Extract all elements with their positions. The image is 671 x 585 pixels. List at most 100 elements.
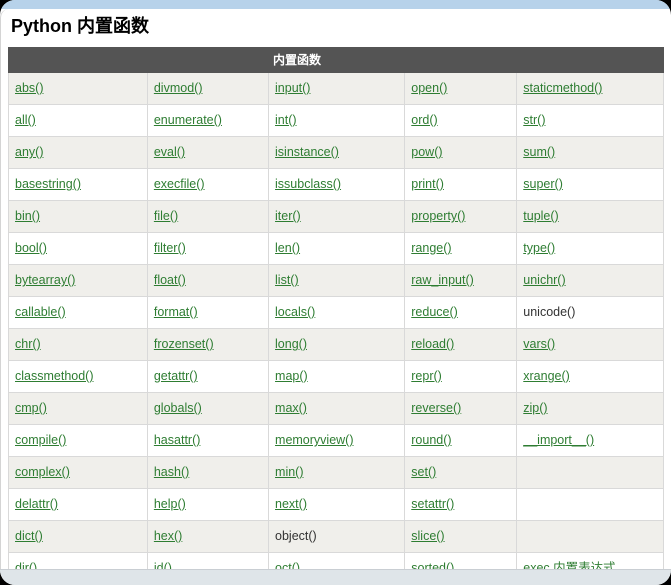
function-link[interactable]: raw_input() (411, 273, 474, 287)
function-link[interactable]: hex() (153, 529, 183, 543)
function-link[interactable]: frozenset() (153, 337, 214, 351)
table-cell: len() (268, 232, 406, 265)
table-cell: execfile() (146, 168, 270, 201)
function-link[interactable]: len() (275, 241, 301, 255)
function-link[interactable]: type() (523, 241, 556, 255)
function-link[interactable]: format() (153, 305, 198, 319)
table-row: any() eval() isinstance() pow() sum() (8, 136, 664, 169)
function-link[interactable]: unichr() (523, 273, 566, 287)
function-link[interactable]: oct() (275, 561, 301, 569)
function-link[interactable]: complex() (15, 465, 70, 479)
bottom-strip (0, 569, 671, 585)
table-cell: classmethod() (8, 360, 148, 393)
function-link[interactable]: bytearray() (15, 273, 76, 287)
function-link[interactable]: round() (411, 433, 452, 447)
table-cell: reload() (404, 328, 518, 361)
table-cell: divmod() (146, 72, 270, 105)
function-link[interactable]: abs() (15, 81, 44, 95)
table-cell: iter() (268, 200, 406, 233)
function-link[interactable]: open() (411, 81, 448, 95)
function-text: unicode() (523, 305, 576, 319)
function-link[interactable]: __import__() (523, 433, 595, 447)
function-link[interactable]: classmethod() (15, 369, 94, 383)
function-link[interactable]: exec 内置表达式 (523, 561, 616, 569)
function-link[interactable]: range() (411, 241, 452, 255)
table-row: bin() file() iter() property() tuple() (8, 200, 664, 233)
function-link[interactable]: delattr() (15, 497, 59, 511)
top-strip (0, 0, 671, 9)
function-link[interactable]: divmod() (153, 81, 203, 95)
function-link[interactable]: min() (275, 465, 304, 479)
function-link[interactable]: ord() (411, 113, 438, 127)
function-link[interactable]: cmp() (15, 401, 47, 415)
function-link[interactable]: zip() (523, 401, 548, 415)
function-link[interactable]: long() (275, 337, 307, 351)
function-link[interactable]: sum() (523, 145, 556, 159)
function-link[interactable]: staticmethod() (523, 81, 603, 95)
table-cell: tuple() (516, 200, 664, 233)
function-link[interactable]: chr() (15, 337, 41, 351)
function-link[interactable]: locals() (275, 305, 316, 319)
function-link[interactable]: getattr() (153, 369, 198, 383)
table-cell (516, 456, 664, 489)
table-cell: pow() (404, 136, 518, 169)
function-link[interactable]: eval() (153, 145, 186, 159)
table-cell: issubclass() (268, 168, 406, 201)
function-link[interactable]: max() (275, 401, 307, 415)
function-link[interactable]: tuple() (523, 209, 559, 223)
function-link[interactable]: super() (523, 177, 563, 191)
function-link[interactable]: callable() (15, 305, 66, 319)
table-body: abs() divmod() input() open() staticmethod()… (8, 72, 664, 569)
function-link[interactable]: file() (153, 209, 179, 223)
function-link[interactable]: float() (153, 273, 186, 287)
function-link[interactable]: print() (411, 177, 444, 191)
function-link[interactable]: any() (15, 145, 44, 159)
function-link[interactable]: map() (275, 369, 308, 383)
function-link[interactable]: slice() (411, 529, 445, 543)
function-link[interactable]: id() (153, 561, 172, 569)
function-link[interactable]: memoryview() (275, 433, 354, 447)
function-link[interactable]: help() (153, 497, 186, 511)
table-cell: min() (268, 456, 406, 489)
function-link[interactable]: int() (275, 113, 297, 127)
function-link[interactable]: basestring() (15, 177, 81, 191)
function-link[interactable]: bin() (15, 209, 41, 223)
function-link[interactable]: dict() (15, 529, 43, 543)
table-cell: callable() (8, 296, 148, 329)
function-link[interactable]: execfile() (153, 177, 205, 191)
function-link[interactable]: xrange() (523, 369, 570, 383)
table-cell: exec 内置表达式 (516, 552, 664, 569)
function-link[interactable]: hash() (153, 465, 190, 479)
function-link[interactable]: enumerate() (153, 113, 222, 127)
function-link[interactable]: setattr() (411, 497, 455, 511)
function-link[interactable]: list() (275, 273, 299, 287)
table-cell (516, 520, 664, 553)
function-link[interactable]: property() (411, 209, 466, 223)
function-link[interactable]: globals() (153, 401, 202, 415)
function-link[interactable]: vars() (523, 337, 556, 351)
function-link[interactable]: isinstance() (275, 145, 339, 159)
function-link[interactable]: reload() (411, 337, 455, 351)
function-link[interactable]: reverse() (411, 401, 462, 415)
table-row: classmethod() getattr() map() repr() xrange(… (8, 360, 664, 393)
function-link[interactable]: hasattr() (153, 433, 201, 447)
function-link[interactable]: all() (15, 113, 36, 127)
table-cell: __import__() (516, 424, 664, 457)
function-link[interactable]: str() (523, 113, 546, 127)
function-link[interactable]: bool() (15, 241, 47, 255)
function-link[interactable]: reduce() (411, 305, 458, 319)
function-link[interactable]: compile() (15, 433, 67, 447)
function-link[interactable]: issubclass() (275, 177, 342, 191)
function-link[interactable]: dir() (15, 561, 38, 569)
function-link[interactable]: sorted() (411, 561, 455, 569)
function-link[interactable]: input() (275, 81, 311, 95)
function-link[interactable]: iter() (275, 209, 301, 223)
function-link[interactable]: next() (275, 497, 307, 511)
function-link[interactable]: pow() (411, 145, 443, 159)
table-cell: ord() (404, 104, 518, 137)
table-row: cmp() globals() max() reverse() zip() (8, 392, 664, 425)
function-link[interactable]: filter() (153, 241, 186, 255)
function-link[interactable]: repr() (411, 369, 442, 383)
table-cell: compile() (8, 424, 148, 457)
function-link[interactable]: set() (411, 465, 437, 479)
